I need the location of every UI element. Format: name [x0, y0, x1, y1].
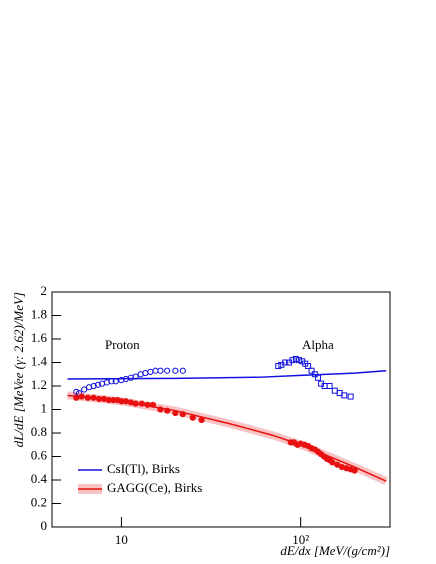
y-tick-label: 1.8 — [31, 306, 47, 321]
y-axis-label: dL/dE [MeVee (γ: 2.62)/MeV] — [11, 292, 26, 447]
y-tick-label: 0.2 — [31, 494, 47, 509]
legend-label: CsI(Tl), Birks — [107, 461, 180, 476]
fit-line — [67, 369, 387, 380]
data-point — [334, 461, 341, 468]
x-tick-label: 10² — [292, 532, 309, 547]
fit-line — [67, 394, 387, 482]
annotation: Alpha — [302, 337, 334, 352]
y-tick-label: 0.4 — [31, 471, 48, 486]
data-point — [90, 382, 97, 390]
data-point — [292, 355, 299, 362]
y-tick-label: 1.2 — [31, 377, 47, 392]
y-tick-label: 1 — [41, 400, 48, 415]
x-tick-label: 10 — [115, 532, 128, 547]
data-point — [94, 381, 102, 388]
y-tick-label: 1.4 — [31, 353, 48, 368]
data-point — [172, 367, 179, 374]
data-point — [296, 357, 303, 364]
data-point — [289, 357, 296, 364]
data-point — [347, 393, 354, 400]
data-point — [275, 363, 282, 370]
y-tick-label: 0 — [41, 518, 48, 533]
data-point — [142, 369, 149, 377]
data-point — [305, 363, 312, 370]
data-point — [147, 368, 154, 375]
data-point — [157, 367, 164, 374]
data-point — [81, 386, 88, 393]
plot-frame — [51, 291, 391, 528]
data-point — [351, 467, 358, 474]
data-point — [326, 383, 333, 389]
data-point — [308, 367, 315, 374]
y-tick-label: 0.8 — [31, 424, 47, 439]
data-point — [341, 392, 348, 399]
annotation: Proton — [105, 337, 140, 352]
data-point — [282, 359, 289, 366]
y-tick-label: 1.6 — [31, 330, 48, 345]
data-point — [315, 374, 322, 381]
x-axis-label: dE/dx [MeV/(g/cm²)] — [280, 543, 390, 558]
data-point — [331, 387, 338, 394]
y-tick-label: 2 — [41, 283, 48, 298]
data-point — [329, 459, 336, 466]
data-point — [164, 367, 171, 374]
y-tick-label: 0.6 — [31, 447, 48, 462]
data-point — [179, 367, 186, 374]
legend-label: GAGG(Ce), Birks — [107, 480, 202, 495]
